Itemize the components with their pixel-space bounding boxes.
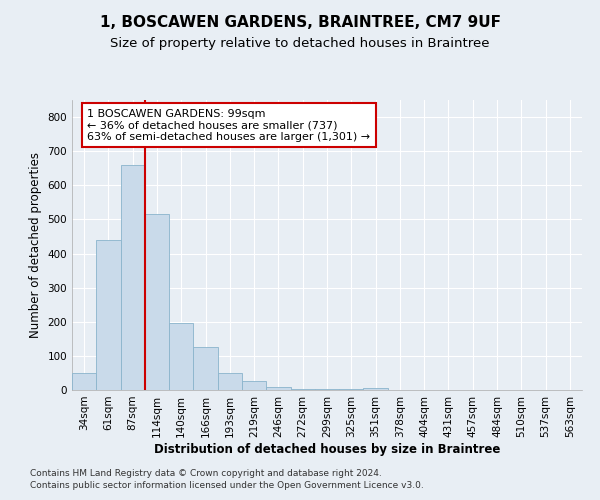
Bar (72, 373, 96, 390)
Text: Contains public sector information licensed under the Open Government Licence v3: Contains public sector information licen… (30, 481, 424, 490)
Text: Distribution of detached houses by size in Braintree: Distribution of detached houses by size … (154, 442, 500, 456)
Bar (145, 214, 169, 390)
Text: 1, BOSCAWEN GARDENS, BRAINTREE, CM7 9UF: 1, BOSCAWEN GARDENS, BRAINTREE, CM7 9UF (100, 15, 500, 30)
Bar (169, 324, 193, 390)
Bar (339, 389, 364, 390)
Bar (290, 389, 315, 390)
Text: Size of property relative to detached houses in Braintree: Size of property relative to detached ho… (110, 38, 490, 51)
Bar (364, 388, 388, 390)
Bar (193, 348, 218, 390)
Bar (96, 240, 121, 390)
Bar (218, 373, 242, 390)
Bar (121, 165, 145, 390)
Bar (315, 389, 339, 390)
Text: 1 BOSCAWEN GARDENS: 99sqm
← 36% of detached houses are smaller (737)
63% of semi: 1 BOSCAWEN GARDENS: 99sqm ← 36% of detac… (88, 108, 370, 142)
Text: Contains HM Land Registry data © Crown copyright and database right 2024.: Contains HM Land Registry data © Crown c… (30, 468, 382, 477)
Bar (266, 386, 290, 390)
Bar (242, 381, 266, 390)
Y-axis label: Number of detached properties: Number of detached properties (29, 152, 42, 338)
